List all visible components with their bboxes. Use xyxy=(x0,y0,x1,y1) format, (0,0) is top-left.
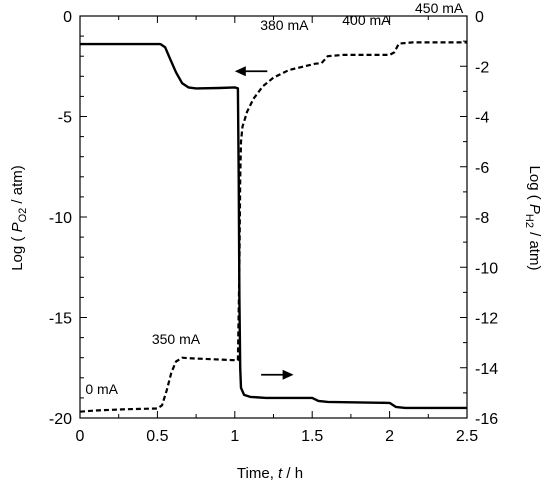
y-right-tick-label: -4 xyxy=(475,110,489,127)
y-left-tick-label: -15 xyxy=(49,311,72,328)
ticks: 0 0.5 1 1.5 2 2.50-5-10-15-200-2-4-6-8-10-12-… xyxy=(49,9,498,445)
series-line-ph2 xyxy=(79,41,467,413)
y-left-tick-label: -10 xyxy=(49,210,72,227)
x-tick-label: 0.5 xyxy=(146,428,168,445)
annotation-label: 450 mA xyxy=(415,0,464,16)
y-right-title-sub: H2 xyxy=(523,214,535,228)
x-tick-label: 2.5 xyxy=(456,428,478,445)
y-right-axis-title: Log ( PH2 / atm) xyxy=(523,166,543,271)
annotation-label: 400 mA xyxy=(342,12,391,28)
y-left-axis-title: Log ( PO2 / atm) xyxy=(9,165,29,271)
y-right-tick-label: 0 xyxy=(475,9,484,26)
x-tick-label: 1.5 xyxy=(301,428,323,445)
y-left-tick-label: -20 xyxy=(49,411,72,428)
y-right-title-unit: / atm) xyxy=(526,228,543,271)
y-right-title-var: P xyxy=(526,204,543,214)
y-left-tick-label: -5 xyxy=(58,110,72,127)
plot-frame xyxy=(79,15,468,419)
y-right-tick-label: -16 xyxy=(475,411,498,428)
y-left-title-var: P xyxy=(9,222,26,232)
y-right-tick-label: -10 xyxy=(475,260,498,277)
series-line-po2 xyxy=(80,42,467,410)
x-tick-label: 0 xyxy=(76,428,85,445)
y-right-tick-label: -6 xyxy=(475,160,489,177)
y-right-tick-label: -2 xyxy=(475,59,489,76)
annotations-group: 0 mA 350 mA 380 mA 400 mA 450 mA xyxy=(85,0,464,397)
x-axis-title-var: t xyxy=(278,465,283,482)
x-tick-label: 1 xyxy=(230,428,239,445)
series-group xyxy=(79,41,467,413)
y-right-tick-label: -12 xyxy=(475,311,498,328)
arrow-left-icon xyxy=(234,66,246,77)
annotation-label: 0 mA xyxy=(85,381,118,397)
annotation-label: 350 mA xyxy=(152,331,201,347)
y-right-tick-label: -14 xyxy=(475,361,498,378)
x-axis-title: Time, t / h xyxy=(237,465,303,482)
y-left-title-sub: O2 xyxy=(17,208,29,223)
x-tick-label: 2 xyxy=(385,428,394,445)
axes xyxy=(79,15,468,419)
y-left-tick-label: 0 xyxy=(63,9,72,26)
y-right-tick-label: -8 xyxy=(475,210,489,227)
y-left-title-unit: / atm) xyxy=(9,165,26,208)
annotation-label: 380 mA xyxy=(260,17,309,33)
arrow-right-icon xyxy=(282,369,294,380)
